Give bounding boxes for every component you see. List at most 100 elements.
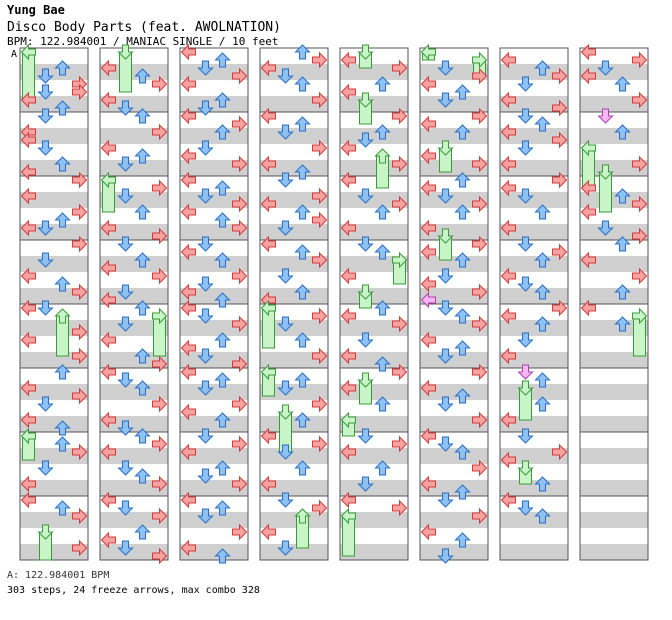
beat-stripe xyxy=(260,72,328,80)
beat-stripe xyxy=(100,328,168,336)
beat-stripe xyxy=(420,424,488,432)
beat-stripe xyxy=(100,448,168,456)
step-arrow-down xyxy=(117,540,134,556)
beat-stripe xyxy=(420,168,488,176)
step-arrow-right xyxy=(72,235,88,253)
step-arrow-left xyxy=(420,523,436,541)
beat-stripe xyxy=(20,456,88,464)
step-arrow-left xyxy=(420,43,436,61)
beat-stripe xyxy=(20,328,88,336)
beat-stripe xyxy=(20,264,88,272)
step-arrow-right xyxy=(232,355,248,373)
step-arrow-up xyxy=(294,412,311,428)
beat-stripe xyxy=(580,64,648,72)
step-arrow-up xyxy=(454,172,471,188)
step-arrow-down xyxy=(597,60,614,76)
beat-stripe xyxy=(100,224,168,232)
step-arrow-down xyxy=(197,380,214,396)
beat-stripe xyxy=(260,128,328,136)
beat-stripe xyxy=(580,256,648,264)
step-arrow-up xyxy=(534,252,551,268)
step-arrow-right xyxy=(72,347,88,365)
step-arrow-up xyxy=(214,252,231,268)
step-arrow-up xyxy=(534,396,551,412)
step-arrow-left xyxy=(500,219,516,237)
beat-stripe xyxy=(100,64,168,72)
step-arrow-left xyxy=(580,203,596,221)
beat-stripe xyxy=(580,200,648,208)
step-arrow-left xyxy=(420,379,436,397)
beat-stripe xyxy=(260,96,328,104)
beat-stripe xyxy=(20,96,88,104)
step-arrow-up xyxy=(134,108,151,124)
step-arrow-right xyxy=(552,443,568,461)
beat-stripe xyxy=(580,96,648,104)
step-arrow-down xyxy=(277,172,294,188)
beat-stripe xyxy=(180,352,248,360)
beat-stripe xyxy=(420,544,488,552)
beat-stripe xyxy=(100,360,168,368)
beat-stripe xyxy=(500,128,568,136)
beat-stripe xyxy=(260,192,328,200)
step-arrow-right xyxy=(152,123,168,141)
beat-stripe xyxy=(580,168,648,176)
step-arrow-left xyxy=(20,163,36,181)
beat-stripe xyxy=(180,192,248,200)
step-arrow-down xyxy=(277,380,294,396)
step-arrow-up xyxy=(134,348,151,364)
step-arrow-up xyxy=(214,92,231,108)
step-arrow-left xyxy=(180,203,196,221)
beat-stripe xyxy=(580,488,648,496)
step-arrow-left xyxy=(340,219,356,237)
beat-stripe xyxy=(100,72,168,80)
beat-stripe xyxy=(500,288,568,296)
song-title: Disco Body Parts (feat. AWOLNATION) xyxy=(7,20,281,35)
step-arrow-down xyxy=(37,84,54,100)
step-arrow-right xyxy=(72,283,88,301)
beat-stripe xyxy=(500,448,568,456)
step-arrow-left xyxy=(340,347,356,365)
beat-stripe xyxy=(580,392,648,400)
step-arrow-down xyxy=(37,108,54,124)
step-arrow-right xyxy=(312,91,328,109)
step-arrow-up xyxy=(294,204,311,220)
beat-stripe xyxy=(580,192,648,200)
step-arrow-down xyxy=(117,44,134,60)
beat-stripe xyxy=(580,264,648,272)
step-arrow-right xyxy=(312,211,328,229)
step-arrow-left xyxy=(500,347,516,365)
beat-stripe xyxy=(580,448,648,456)
step-arrow-left xyxy=(260,363,276,381)
beat-stripe xyxy=(340,200,408,208)
step-column xyxy=(419,43,489,564)
beat-stripe xyxy=(340,392,408,400)
step-arrow-down xyxy=(37,300,54,316)
step-arrow-left xyxy=(500,411,516,429)
step-arrow-left xyxy=(500,491,516,509)
beat-stripe xyxy=(500,224,568,232)
step-arrow-down xyxy=(517,500,534,516)
step-arrow-right xyxy=(392,107,408,125)
step-arrow-up xyxy=(454,484,471,500)
step-arrow-left xyxy=(420,275,436,293)
beat-stripe xyxy=(260,424,328,432)
beat-stripe xyxy=(340,288,408,296)
beat-stripe xyxy=(580,128,648,136)
step-arrow-right xyxy=(152,75,168,93)
step-arrow-up xyxy=(374,148,391,164)
step-arrow-up xyxy=(134,524,151,540)
beat-stripe xyxy=(20,136,88,144)
beat-stripe xyxy=(340,264,408,272)
step-arrow-right xyxy=(392,435,408,453)
step-arrow-right xyxy=(392,155,408,173)
beat-stripe xyxy=(180,72,248,80)
step-arrow-up xyxy=(134,300,151,316)
column-frame xyxy=(339,47,409,561)
beat-stripe xyxy=(580,384,648,392)
beat-stripe xyxy=(180,136,248,144)
step-arrow-down xyxy=(197,60,214,76)
beat-stripe xyxy=(100,392,168,400)
beat-stripe xyxy=(260,168,328,176)
step-arrow-left xyxy=(100,411,116,429)
step-arrow-up xyxy=(214,52,231,68)
